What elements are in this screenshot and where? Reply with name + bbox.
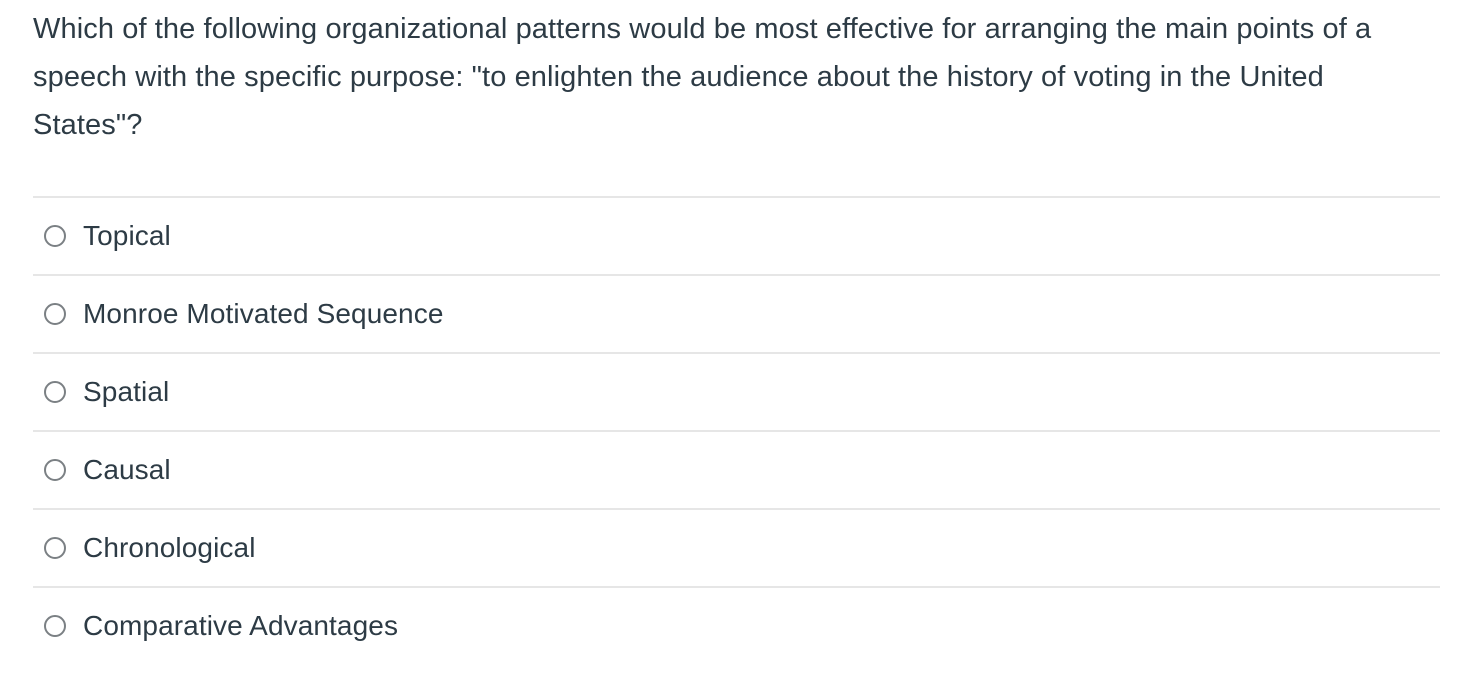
radio-button-icon[interactable]: [44, 303, 66, 325]
answer-label: Causal: [83, 454, 171, 485]
answer-option-spatial[interactable]: Spatial: [33, 352, 1440, 430]
answer-option-comparative-advantages[interactable]: Comparative Advantages: [33, 586, 1440, 664]
radio-button-icon[interactable]: [44, 225, 66, 247]
answer-option-causal[interactable]: Causal: [33, 430, 1440, 508]
radio-button-icon[interactable]: [44, 537, 66, 559]
question-text: Which of the following organizational pa…: [33, 13, 1372, 141]
question-container: Which of the following organizational pa…: [33, 0, 1440, 664]
answer-label: Chronological: [83, 532, 256, 563]
answer-option-monroe-motivated-sequence[interactable]: Monroe Motivated Sequence: [33, 274, 1440, 352]
radio-button-icon[interactable]: [44, 615, 66, 637]
answer-label: Spatial: [83, 376, 170, 407]
answers-list: Topical Monroe Motivated Sequence Spatia…: [33, 196, 1440, 664]
radio-button-icon[interactable]: [44, 459, 66, 481]
answer-label: Topical: [83, 220, 171, 251]
answer-label: Comparative Advantages: [83, 610, 399, 641]
radio-button-icon[interactable]: [44, 381, 66, 403]
answer-label: Monroe Motivated Sequence: [83, 298, 444, 329]
answer-option-topical[interactable]: Topical: [33, 196, 1440, 274]
answer-option-chronological[interactable]: Chronological: [33, 508, 1440, 586]
